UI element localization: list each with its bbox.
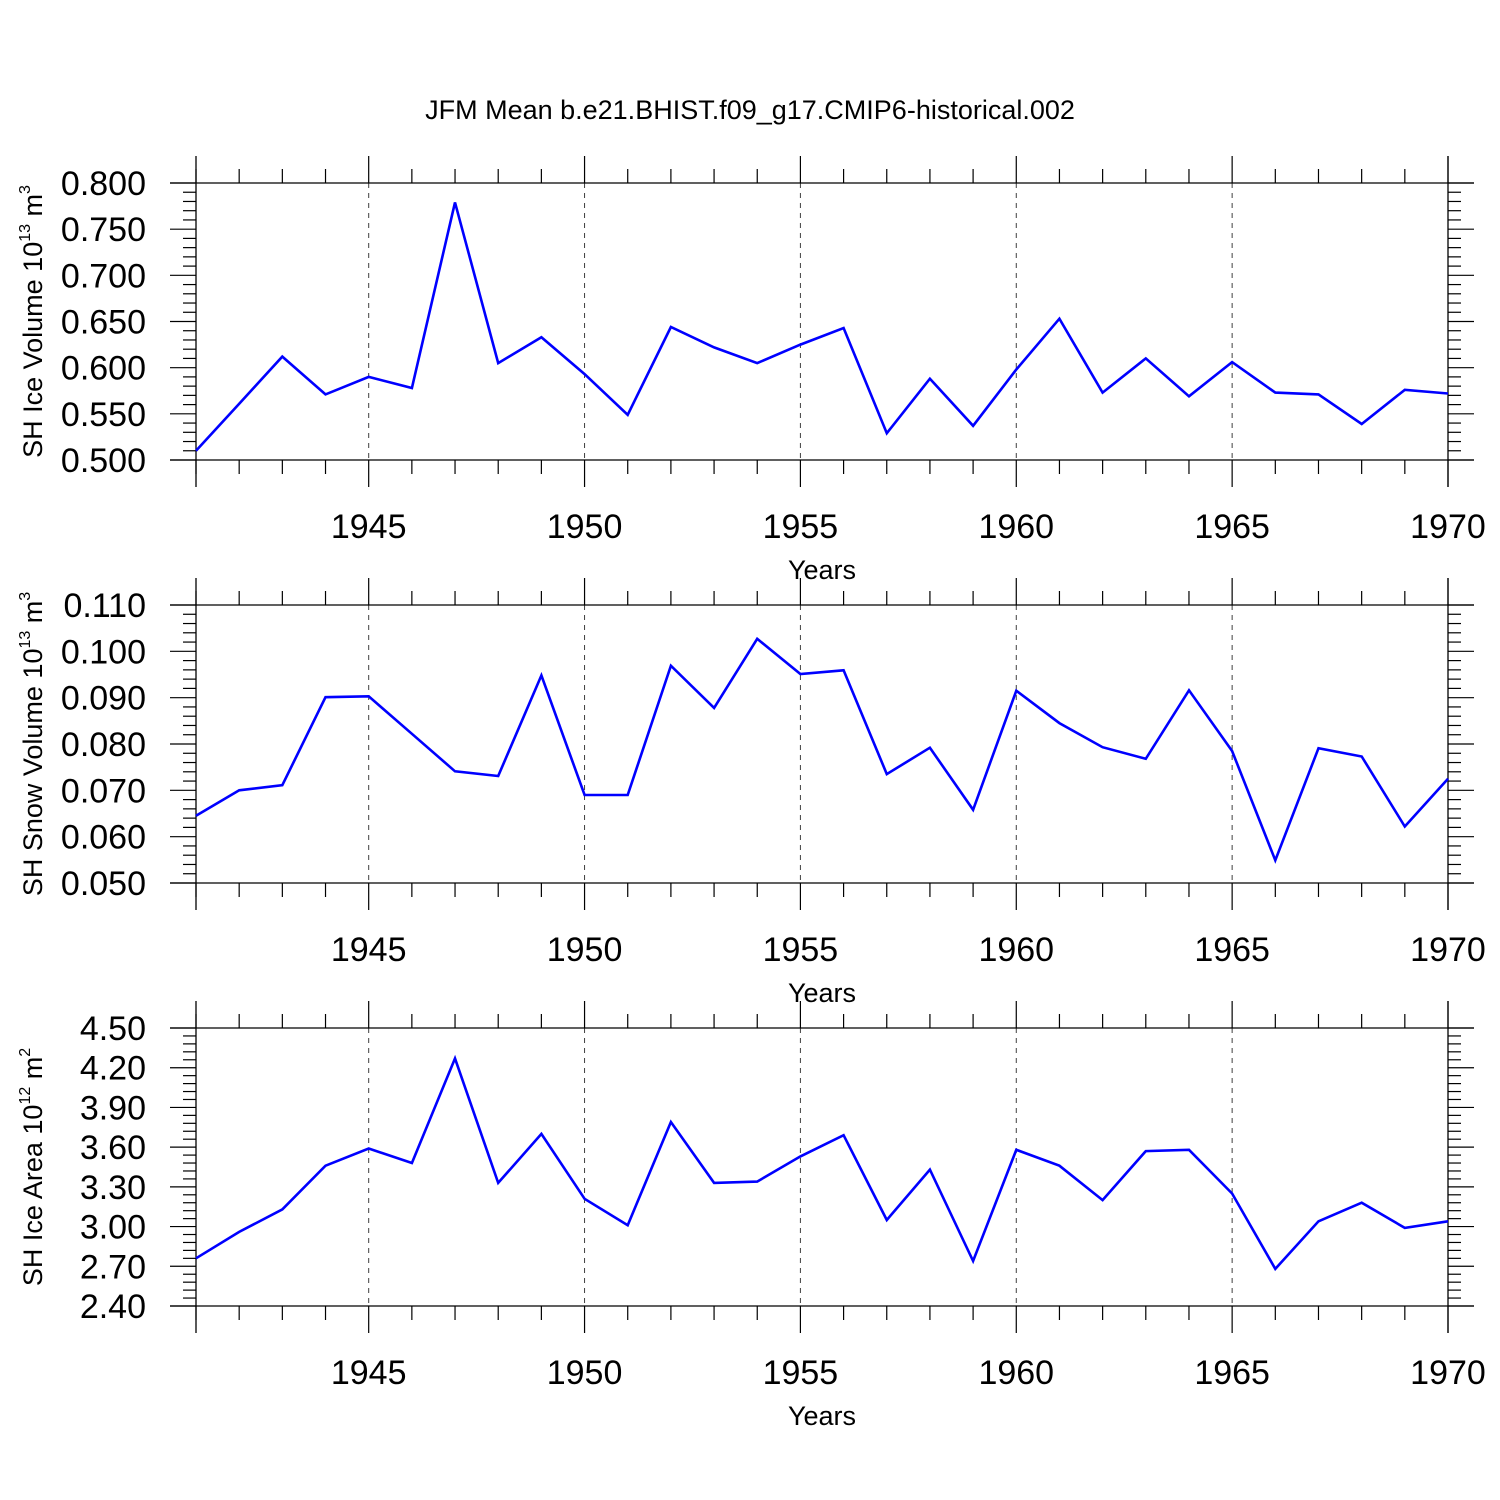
x-tick-label: 1960: [978, 931, 1054, 969]
y-tick-label: 0.070: [61, 772, 146, 810]
x-tick-label: 1965: [1194, 508, 1270, 546]
series-line: [195, 636, 1449, 864]
y-axis-label-exponent: 13: [17, 224, 34, 242]
panel-ice-volume: Years SH Ice Volume 1013 m3 1945 1950 1955…: [17, 156, 1486, 585]
x-tick-label: 1955: [763, 1354, 839, 1392]
y-tick-label: 0.110: [63, 587, 146, 625]
x-tick-label: 1945: [331, 508, 407, 546]
y-tick-label: 0.090: [61, 680, 146, 718]
y-tick-label: 0.500: [61, 442, 146, 480]
panel-snow-volume: Years SH Snow Volume 1013 m3 1945 1950 195…: [17, 578, 1486, 1008]
y-tick-label: 0.600: [61, 350, 146, 388]
y-axis-label-unit: m: [18, 601, 48, 631]
x-tick-label: 1970: [1410, 1354, 1486, 1392]
figure-title: JFM Mean b.e21.BHIST.f09_g17.CMIP6-histo…: [425, 95, 1075, 125]
y-tick-label: 2.40: [80, 1288, 146, 1326]
x-tick-label: 1970: [1410, 931, 1486, 969]
x-tick-label: 1950: [547, 931, 623, 969]
y-tick-label: 0.650: [61, 304, 146, 342]
series-line: [195, 202, 1449, 452]
y-tick-label: 4.50: [80, 1010, 146, 1048]
y-axis-label-unit-exponent: 3: [17, 592, 34, 601]
y-tick-label: 3.00: [80, 1209, 146, 1247]
x-tick-label: 1955: [763, 508, 839, 546]
y-axis-label-unit: m: [18, 194, 48, 224]
x-tick-label: 1945: [331, 1354, 407, 1392]
x-axis-label-ice-volume: Years: [788, 555, 856, 585]
x-axis-label-ice-area: Years: [788, 1401, 856, 1431]
x-tick-label: 1945: [331, 931, 407, 969]
y-axis-label-text: SH Snow Volume 10: [18, 649, 48, 897]
y-axis-label-ice-volume: SH Ice Volume 1013 m3: [17, 185, 48, 458]
x-axis-label-snow-volume: Years: [788, 978, 856, 1008]
y-tick-label: 0.050: [61, 865, 146, 903]
y-tick-label: 0.750: [61, 211, 146, 249]
x-tick-label: 1970: [1410, 508, 1486, 546]
y-axis-label-unit: m: [18, 1057, 48, 1087]
x-tick-label: 1950: [547, 508, 623, 546]
y-tick-label: 0.100: [61, 633, 146, 671]
y-tick-label: 3.90: [80, 1089, 146, 1127]
panel-ice-area: Years SH Ice Area 1012 m2 1945 1950 1955 19…: [17, 1001, 1486, 1431]
x-tick-label: 1965: [1194, 931, 1270, 969]
y-axis-label-unit-exponent: 2: [17, 1048, 34, 1057]
y-tick-label: 0.060: [61, 819, 146, 857]
y-axis-label-ice-area: SH Ice Area 1012 m2: [17, 1048, 48, 1286]
y-tick-label: 0.550: [61, 396, 146, 434]
y-axis-label-exponent: 13: [17, 631, 34, 649]
y-tick-label: 4.20: [80, 1050, 146, 1088]
y-tick-label: 0.800: [61, 165, 146, 203]
x-tick-label: 1955: [763, 931, 839, 969]
y-tick-label: 3.30: [80, 1169, 146, 1207]
y-axis-label-snow-volume: SH Snow Volume 1013 m3: [17, 592, 48, 896]
x-tick-label: 1950: [547, 1354, 623, 1392]
y-tick-label: 3.60: [80, 1129, 146, 1167]
y-tick-label: 0.080: [61, 726, 146, 764]
y-axis-label-text: SH Ice Area 10: [18, 1105, 48, 1287]
y-tick-label: 2.70: [80, 1248, 146, 1286]
y-axis-label-exponent: 12: [17, 1087, 34, 1105]
x-tick-label: 1965: [1194, 1354, 1270, 1392]
x-tick-label: 1960: [978, 1354, 1054, 1392]
x-tick-label: 1960: [978, 508, 1054, 546]
y-tick-label: 0.700: [61, 257, 146, 295]
series-line: [195, 1054, 1449, 1272]
y-axis-label-text: SH Ice Volume 10: [18, 242, 48, 458]
y-axis-label-unit-exponent: 3: [17, 185, 34, 194]
